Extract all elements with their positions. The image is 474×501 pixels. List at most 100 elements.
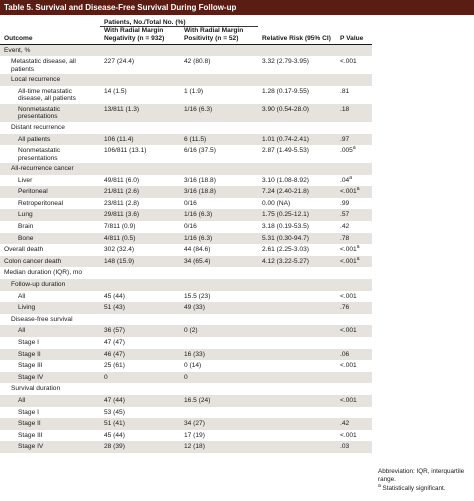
footnote-significance: a Statistically significant. <box>378 484 474 493</box>
margin-positivity-cell-text: 44 (84.6) <box>184 246 211 254</box>
margin-positivity-cell: 3/16 (18.8) <box>180 186 259 198</box>
margin-negativity-cell-text: 47 (44) <box>104 396 125 404</box>
table-row: Event, % <box>0 44 373 57</box>
p-value-cell-text: .57 <box>340 211 350 219</box>
outcome-cell-text: Disease-free survival <box>11 315 73 323</box>
margin-positivity-cell-text: 16.5 (24) <box>184 396 211 404</box>
margin-positivity-cell: 1/16 (6.3) <box>180 232 259 245</box>
margin-negativity-cell: 106/811 (13.1) <box>100 145 180 163</box>
relative-risk-cell <box>258 74 337 86</box>
p-value-cell-text: .99 <box>340 199 350 207</box>
relative-risk-cell: 1.01 (0.74-2.41) <box>258 133 337 146</box>
margin-negativity-cell: 47 (44) <box>100 394 180 407</box>
p-value-cell-text: <.001 <box>340 396 357 404</box>
relative-risk-cell: 3.10 (1.08-8.92) <box>258 175 336 187</box>
margin-negativity-cell: 36 (57) <box>100 325 180 337</box>
outcome-cell-text: Follow-up duration <box>11 281 66 289</box>
p-value-cell-text: .81 <box>340 87 350 95</box>
margin-negativity-cell: 106 (11.4) <box>100 133 180 146</box>
table-row: Stage III 45 (44) 17 (19) <.001 <box>0 430 372 442</box>
table-row: Liver 49/811 (6.0) 3/16 (18.8) 3.10 (1.08-8… <box>0 175 372 187</box>
outcome-cell-text: Living <box>18 304 36 312</box>
margin-positivity-cell: 34 (27) <box>180 418 259 430</box>
table-row: Stage II 46 (47) 16 (33) .06 <box>0 348 373 361</box>
outcome-cell: Distant recurrence <box>0 122 100 134</box>
outcome-cell-text: Stage I <box>18 339 39 346</box>
margin-positivity-cell <box>180 267 258 279</box>
p-value-cell: <.001 <box>336 394 373 407</box>
margin-positivity-cell-text: 3/16 (18.8) <box>184 176 216 184</box>
margin-negativity-cell: 13/811 (1.3) <box>100 103 180 122</box>
header-relative-risk: Relative Risk (95% CI) <box>262 34 331 42</box>
relative-risk-cell-text: 2.61 (2.25-3.03) <box>262 246 309 254</box>
outcome-cell-text: Median duration (IQR), mo <box>4 269 83 277</box>
footnotes: Abbreviation: IQR, interquartile range. … <box>378 468 474 495</box>
p-value-cell: .81 <box>336 86 372 104</box>
outcome-cell-text: Stage II <box>18 350 41 358</box>
p-value-cell: <.001a <box>336 244 372 256</box>
outcome-cell-text: All-recurrence cancer <box>11 165 74 173</box>
relative-risk-cell <box>258 163 337 175</box>
outcome-cell-text: Peritoneal <box>18 188 48 196</box>
p-value-cell: .76 <box>336 302 373 314</box>
table-row: Distant recurrence <box>0 122 372 134</box>
table-body: Event, % Metastatic disease, all patients… <box>0 44 373 453</box>
margin-negativity-cell <box>100 122 180 134</box>
relative-risk-cell: 2.61 (2.25-3.03) <box>258 244 336 256</box>
outcome-cell-text: All <box>18 396 26 404</box>
table-row: All 45 (44) 15.5 (23) <.001 <box>0 291 372 303</box>
significance-mark: a <box>356 244 360 251</box>
outcome-cell: All <box>0 291 100 303</box>
relative-risk-cell: 3.90 (0.54-28.0) <box>258 103 337 122</box>
outcome-cell: Nonmetastatic presentations <box>0 145 100 163</box>
table-title: Table 5. Survival and Disease-Free Survi… <box>0 0 474 15</box>
relative-risk-cell-text: 3.32 (2.79-3.95) <box>262 58 309 66</box>
margin-positivity-cell: 1 (1.9) <box>180 86 258 104</box>
margin-negativity-cell: 227 (24.4) <box>100 56 180 74</box>
margin-negativity-cell: 45 (44) <box>100 291 180 303</box>
outcome-cell-text: Brain <box>18 223 34 231</box>
margin-negativity-cell-text: 7/811 (0.9) <box>104 223 136 231</box>
margin-positivity-cell-text: 1/16 (6.3) <box>184 234 213 242</box>
outcome-cell: Stage II <box>0 418 100 430</box>
margin-positivity-cell-text: 6 (11.5) <box>184 135 207 143</box>
margin-positivity-cell-text: 42 (80.8) <box>184 58 211 66</box>
margin-positivity-cell <box>180 279 259 291</box>
footnote-abbreviation: Abbreviation: IQR, interquartile range. <box>378 468 465 483</box>
outcome-cell: Living <box>0 302 100 314</box>
table-row: All-recurrence cancer <box>0 163 373 175</box>
table-row: Colon cancer death 148 (15.9) 34 (65.4) 4.1… <box>0 255 373 268</box>
margin-positivity-cell-text: 0 (14) <box>184 362 202 370</box>
header-outcome: Outcome <box>4 34 33 42</box>
outcome-cell: Overall death <box>0 244 100 256</box>
margin-negativity-cell-text: 51 (41) <box>104 420 125 428</box>
margin-negativity-cell-text: 23/811 (2.8) <box>104 199 140 207</box>
table-row: Follow-up duration <box>0 279 373 291</box>
outcome-cell: Disease-free survival <box>0 314 100 326</box>
margin-positivity-cell-text: 0 (2) <box>184 327 198 335</box>
outcome-cell: Follow-up duration <box>0 279 100 291</box>
footnote-significance-text: Statistically significant. <box>382 485 446 493</box>
relative-risk-cell <box>258 122 336 134</box>
relative-risk-cell <box>258 314 336 326</box>
margin-negativity-cell-text: 51 (43) <box>104 304 125 312</box>
p-value-cell-text: .76 <box>340 304 350 312</box>
p-value-cell: .78 <box>336 232 373 245</box>
relative-risk-cell-text: 1.28 (0.17-9.55) <box>262 87 309 95</box>
p-value-cell-text: .97 <box>340 135 350 143</box>
relative-risk-cell: 3.18 (0.19-53.5) <box>258 221 336 233</box>
margin-negativity-cell: 7/811 (0.9) <box>100 221 180 233</box>
margin-positivity-cell <box>180 163 259 175</box>
margin-positivity-cell: 3/16 (18.8) <box>180 175 258 187</box>
margin-negativity-cell: 0 <box>100 371 180 384</box>
outcome-cell-text: Stage III <box>18 431 43 439</box>
table-row: Disease-free survival <box>0 314 372 326</box>
relative-risk-cell-text: 1.75 (0.25-12.1) <box>262 211 309 219</box>
p-value-cell-text: <.001 <box>340 292 357 300</box>
outcomes-table: Patients, No./Total No. (%) Outcome With… <box>0 15 373 453</box>
p-value-cell: .18 <box>336 103 373 122</box>
relative-risk-cell <box>258 348 337 361</box>
p-value-cell-text: .06 <box>340 350 350 358</box>
p-value-cell: .57 <box>336 209 373 222</box>
